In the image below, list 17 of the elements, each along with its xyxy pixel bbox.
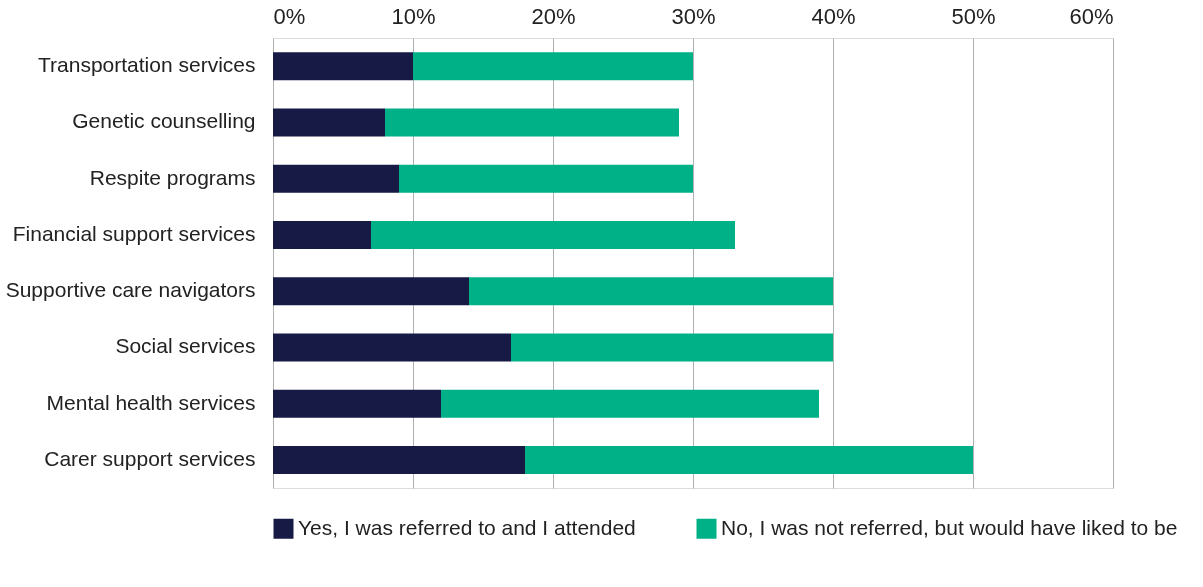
legend-label: Yes, I was referred to and I attended	[298, 515, 636, 539]
y-tick-label: Transportation services	[38, 53, 256, 77]
legend-label: No, I was not referred, but would have liked to be	[721, 515, 1178, 539]
y-tick-label: Mental health services	[46, 390, 256, 414]
x-tick-label: 50%	[951, 3, 996, 29]
y-tick-label: Respite programs	[89, 165, 256, 189]
y-tick-label: Supportive care navigators	[5, 278, 256, 302]
y-tick-label: Genetic counselling	[72, 109, 256, 133]
x-tick-label: 20%	[531, 3, 576, 29]
x-tick-label: 40%	[811, 3, 856, 29]
y-tick-label: Carer support services	[44, 446, 256, 470]
x-tick-label: 0%	[273, 3, 306, 29]
y-tick-label: Social services	[115, 334, 256, 358]
x-tick-label: 60%	[1069, 3, 1114, 29]
x-tick-label: 30%	[671, 3, 716, 29]
x-tick-label: 10%	[391, 3, 436, 29]
y-tick-label: Financial support services	[12, 221, 256, 245]
